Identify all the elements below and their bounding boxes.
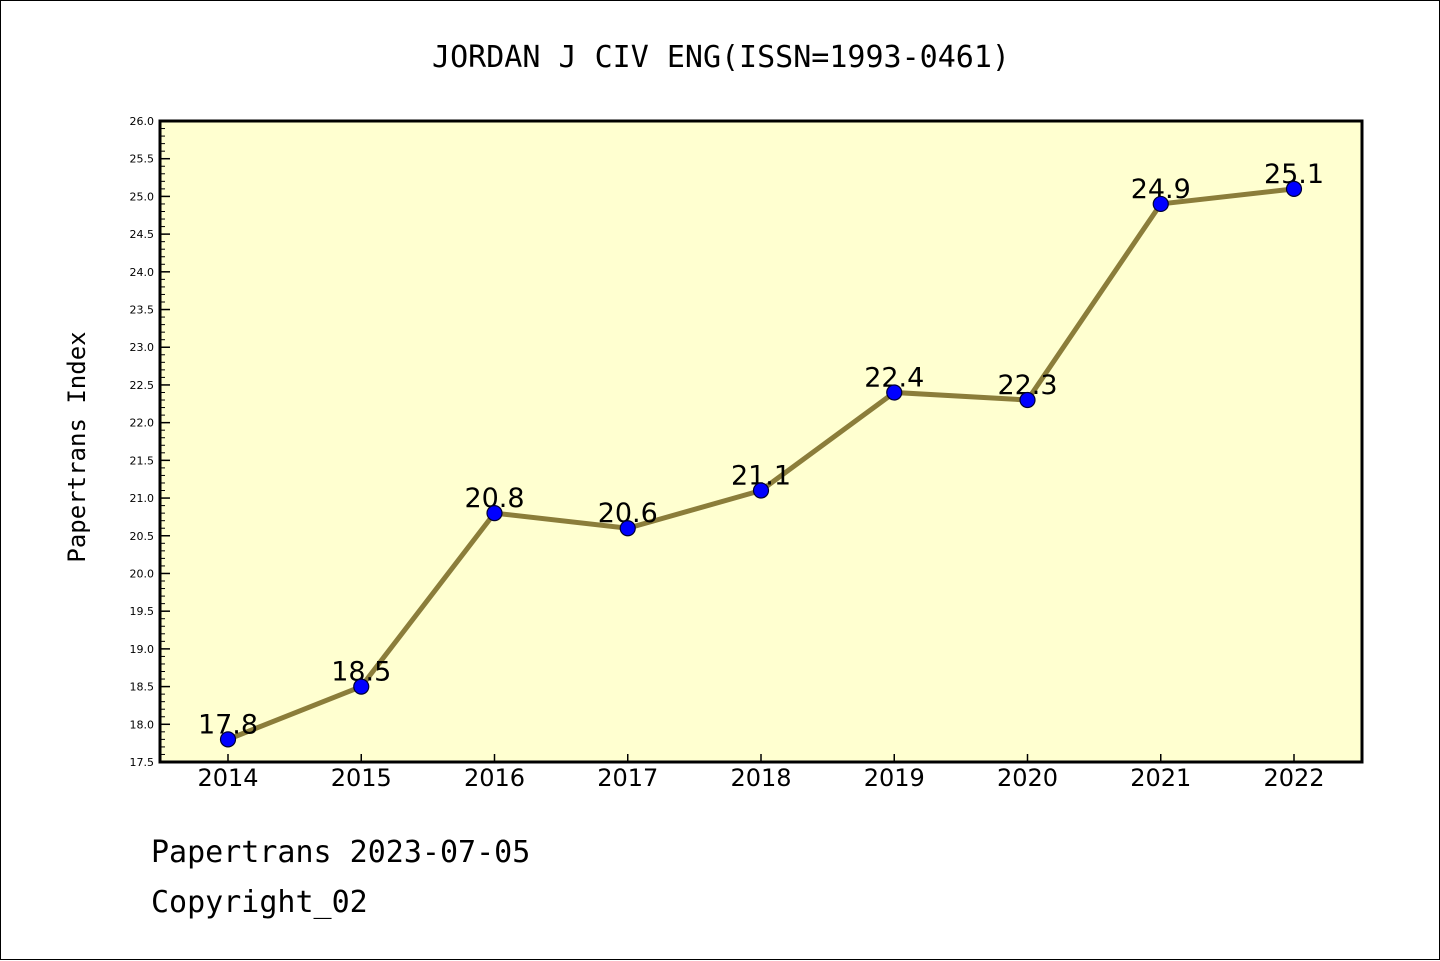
y-axis-label: Papertrans Index (63, 331, 91, 562)
x-tick-label: 2016 (464, 764, 525, 792)
x-axis-ticks: 2014 2015 2016 2017 2018 2019 2020 2021 2022 (197, 754, 1325, 792)
y-tick-label: 20.0 (130, 567, 155, 580)
y-tick-label: 18.0 (130, 718, 155, 731)
data-point (1152, 195, 1169, 213)
data-point (752, 482, 770, 499)
chart-title: JORDAN J CIV ENG(ISSN=1993-0461) (432, 40, 1010, 75)
y-tick-label: 23.0 (130, 341, 155, 354)
y-axis-ticks: 17.5 18.0 18.5 19.0 19.5 20.0 20.5 21.0 21.5 22.0… (130, 115, 170, 769)
x-tick-label: 2019 (864, 764, 925, 792)
plot-area (158, 119, 1364, 764)
y-tick-label: 24.5 (130, 228, 155, 241)
y-tick-label: 21.5 (130, 454, 155, 467)
x-tick-label: 2018 (730, 764, 791, 792)
y-tick-label: 25.0 (130, 190, 155, 203)
footer-source-line: Papertrans 2023-07-05 (151, 835, 531, 870)
y-tick-label: 26.0 (130, 115, 155, 128)
y-tick-label: 23.5 (130, 304, 155, 317)
y-tick-label: 19.5 (130, 605, 155, 618)
y-tick-label: 25.5 (130, 153, 155, 166)
x-tick-label: 2014 (197, 764, 258, 792)
data-point (486, 505, 503, 522)
y-tick-label: 17.5 (130, 756, 155, 769)
y-tick-label: 18.5 (130, 681, 155, 694)
y-tick-label: 22.0 (130, 417, 155, 430)
data-point (1285, 180, 1303, 197)
x-tick-label: 2021 (1130, 764, 1191, 792)
data-point (353, 678, 370, 695)
data-point (219, 731, 237, 748)
y-tick-label: 20.5 (130, 530, 155, 543)
data-point (1019, 391, 1036, 409)
y-tick-label: 22.5 (130, 379, 155, 392)
footer-copyright-line: Copyright_02 (151, 885, 368, 920)
data-labels: 17.818.520.8 20.621.122.4 22.324.9 25.1 (198, 159, 1324, 741)
y-tick-label: 19.0 (130, 643, 155, 656)
data-point (619, 520, 636, 537)
y-tick-label: 21.0 (130, 492, 155, 505)
y-tick-label: 24.0 (130, 266, 155, 279)
x-tick-label: 2022 (1263, 764, 1324, 792)
data-point (886, 384, 903, 401)
data-points (219, 180, 1303, 748)
x-tick-label: 2017 (597, 764, 658, 792)
x-tick-label: 2020 (997, 764, 1058, 792)
x-tick-label: 2015 (331, 764, 392, 792)
